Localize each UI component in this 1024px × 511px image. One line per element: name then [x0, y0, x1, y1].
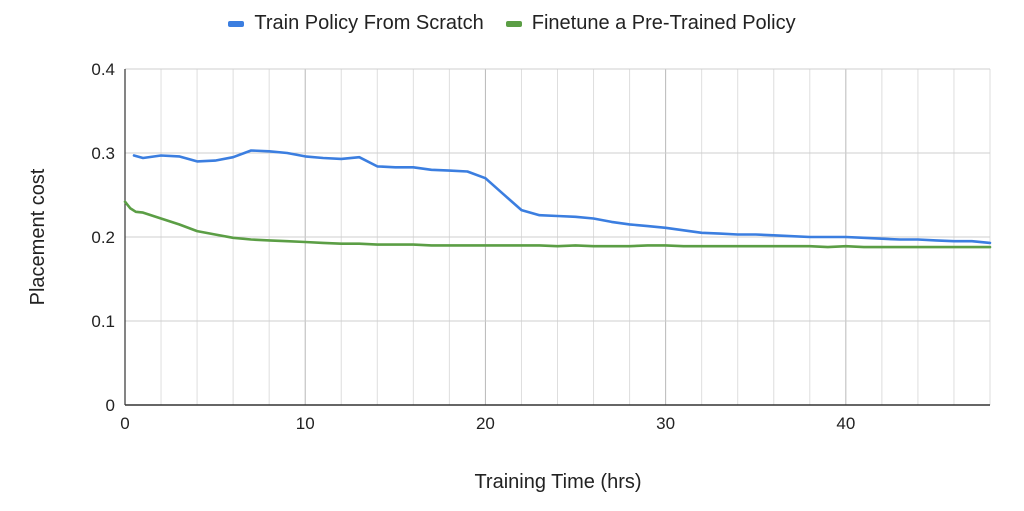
x-axis-title: Training Time (hrs) — [474, 471, 641, 493]
x-tick-label: 10 — [296, 414, 315, 433]
legend-swatch-scratch — [228, 20, 245, 27]
legend-label-finetune: Finetune a Pre-Trained Policy — [531, 12, 796, 34]
y-tick-label: 0.1 — [91, 312, 115, 331]
series-line-finetune — [123, 200, 992, 249]
legend: Train Policy From Scratch Finetune a Pre… — [0, 12, 1024, 35]
y-tick-label: 0.2 — [91, 228, 115, 247]
series-line-scratch — [132, 149, 992, 245]
x-tick-label: 40 — [836, 414, 855, 433]
legend-item-finetune[interactable]: Finetune a Pre-Trained Policy — [505, 12, 796, 35]
y-tick-label: 0.3 — [91, 144, 115, 163]
series-lines — [123, 149, 992, 249]
x-tick-label: 30 — [656, 414, 675, 433]
legend-swatch-finetune — [505, 20, 522, 27]
y-tick-label: 0.4 — [91, 60, 115, 79]
legend-item-scratch[interactable]: Train Policy From Scratch — [228, 12, 484, 35]
y-tick-label: 0 — [106, 396, 115, 415]
y-axis-title: Placement cost — [27, 168, 49, 305]
x-tick-label: 20 — [476, 414, 495, 433]
axes — [124, 69, 990, 406]
legend-label-scratch: Train Policy From Scratch — [254, 12, 484, 34]
tick-labels: 0 10 20 30 40 0 0.1 0.2 0.3 0.4 — [91, 60, 855, 433]
x-tick-label: 0 — [120, 414, 129, 433]
